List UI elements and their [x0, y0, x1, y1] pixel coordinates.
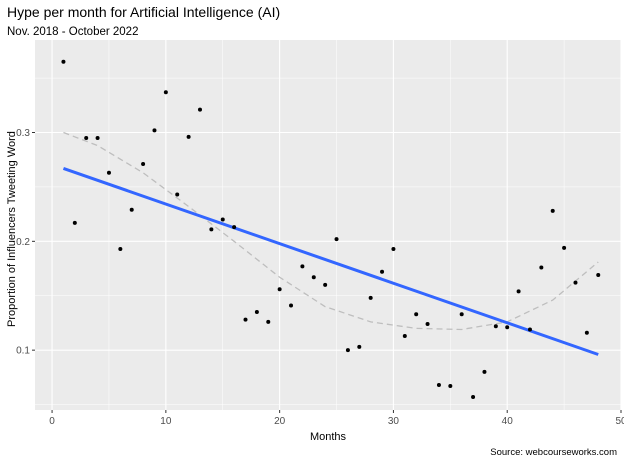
data-point — [380, 269, 385, 274]
data-point — [368, 295, 373, 300]
data-point — [209, 227, 214, 232]
data-point — [357, 344, 362, 349]
data-point — [152, 128, 157, 133]
chart-subtitle: Nov. 2018 - October 2022 — [7, 26, 138, 38]
grid-minor — [35, 40, 621, 410]
x-tick-label: 30 — [388, 416, 400, 427]
data-point — [141, 162, 146, 167]
data-point — [186, 134, 191, 139]
data-point — [414, 312, 419, 317]
data-point — [175, 192, 180, 197]
data-point — [334, 237, 339, 242]
data-point — [106, 170, 111, 175]
data-point — [562, 245, 567, 250]
x-tick-label: 50 — [615, 416, 624, 427]
data-point — [243, 317, 248, 322]
data-point — [436, 382, 441, 387]
data-point — [232, 225, 237, 230]
plot-panel — [35, 40, 621, 410]
data-point — [527, 327, 532, 332]
x-tick-label: 40 — [502, 416, 514, 427]
data-point — [311, 275, 316, 280]
x-axis-label: Months — [310, 431, 347, 443]
data-point — [425, 322, 430, 327]
data-point — [84, 135, 89, 140]
data-point — [493, 324, 498, 329]
data-point — [95, 135, 100, 140]
data-point — [448, 384, 453, 389]
x-axis-ticks: 0 10 20 30 40 50 — [49, 410, 624, 427]
data-point — [72, 220, 77, 225]
data-point — [584, 330, 589, 335]
chart-caption: Source: webcourseworks.com — [490, 447, 617, 458]
x-tick-label: 10 — [160, 416, 172, 427]
y-axis-label: Proportion of Influencers Tweeting Word — [6, 131, 18, 327]
data-point — [197, 107, 202, 112]
data-point — [550, 208, 555, 213]
y-axis-ticks: 0.1 0.2 0.3 — [16, 128, 35, 357]
data-point — [596, 273, 601, 278]
x-tick-label: 20 — [274, 416, 286, 427]
data-point — [61, 59, 66, 64]
data-point — [163, 90, 168, 95]
data-point — [505, 325, 510, 330]
data-point — [345, 348, 350, 353]
data-point — [471, 394, 476, 399]
data-point — [129, 207, 134, 212]
chart-title: Hype per month for Artificial Intelligen… — [7, 4, 280, 20]
data-point — [482, 369, 487, 374]
data-point — [220, 217, 225, 222]
data-point — [118, 246, 123, 251]
y-tick-label: 0.1 — [16, 346, 30, 357]
y-tick-label: 0.2 — [16, 237, 30, 248]
data-point — [266, 319, 271, 324]
data-point — [459, 312, 464, 317]
data-point — [277, 287, 282, 292]
data-point — [573, 280, 578, 285]
linear-fit-line — [62, 166, 599, 356]
y-tick-label: 0.3 — [16, 128, 30, 139]
linear-fit-group — [62, 166, 599, 356]
data-point — [402, 334, 407, 338]
data-point — [289, 303, 294, 308]
data-point — [254, 310, 259, 315]
data-point — [300, 264, 305, 269]
x-tick-label: 0 — [49, 416, 55, 427]
data-point — [391, 246, 396, 251]
data-point — [516, 289, 521, 294]
data-point — [539, 265, 544, 270]
grid-major — [35, 40, 622, 410]
data-point — [323, 282, 328, 287]
data-points — [61, 59, 601, 399]
